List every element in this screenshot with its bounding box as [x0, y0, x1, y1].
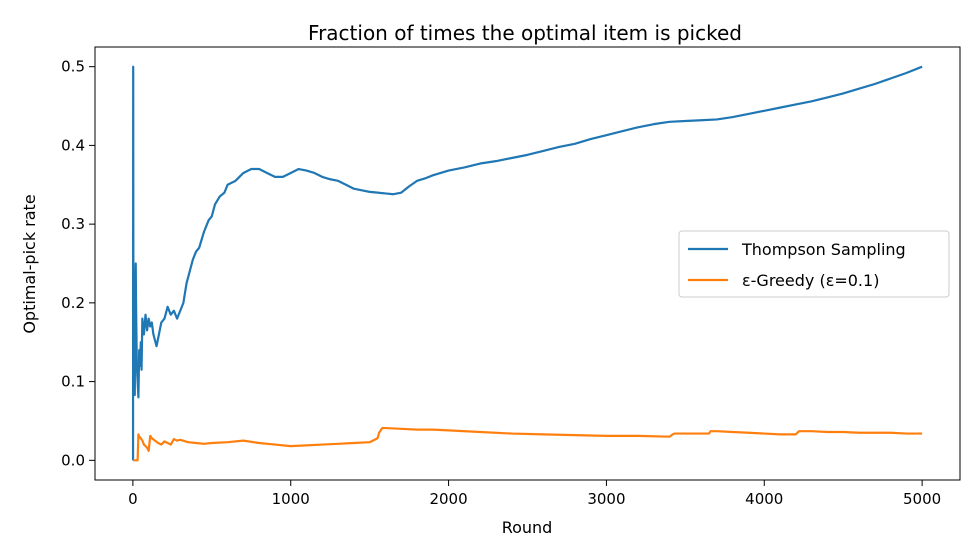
legend-box	[678, 230, 950, 298]
x-tick-label: 3000	[587, 490, 625, 508]
x-tick-label: 2000	[429, 490, 467, 508]
y-axis-title: Optimal-pick rate	[20, 194, 39, 333]
y-tick-label: 0.5	[61, 58, 85, 76]
y-tick-label: 0.1	[61, 373, 85, 391]
legend: Thompson Sampling ε-Greedy (ε=0.1)	[678, 230, 950, 298]
series-layer	[131, 65, 923, 462]
chart-title: Fraction of times the optimal item is pi…	[308, 21, 742, 45]
x-tick-label: 0	[128, 490, 138, 508]
legend-label-epsilon-greedy: ε-Greedy (ε=0.1)	[742, 271, 879, 290]
x-tick-label: 1000	[272, 490, 310, 508]
x-axis-title: Round	[502, 518, 553, 537]
plot-area	[94, 46, 961, 481]
x-tick-label: 4000	[745, 490, 783, 508]
y-tick-label: 0.4	[61, 136, 85, 154]
y-tick-label: 0.2	[61, 294, 85, 312]
y-tick-label: 0.0	[61, 451, 85, 469]
legend-label-thompson: Thompson Sampling	[741, 240, 906, 259]
x-axis: 0 1000 2000 3000 4000 5000	[128, 480, 941, 508]
series-line-epsilon-greedy	[132, 426, 923, 462]
x-tick-label: 5000	[903, 490, 941, 508]
y-tick-label: 0.3	[61, 215, 85, 233]
y-axis: 0.0 0.1 0.2 0.3 0.4 0.5	[61, 58, 95, 469]
plot-frame	[94, 46, 961, 481]
series-line-thompson	[131, 65, 923, 461]
